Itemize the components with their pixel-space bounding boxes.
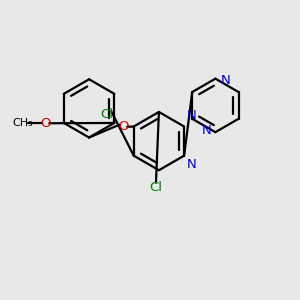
Text: CH₃: CH₃ — [12, 118, 33, 128]
Text: Cl: Cl — [149, 181, 162, 194]
Text: N: N — [202, 124, 211, 137]
Text: N: N — [187, 109, 196, 122]
Text: N: N — [187, 158, 196, 171]
Text: O: O — [40, 117, 51, 130]
Text: Cl: Cl — [100, 108, 113, 121]
Text: N: N — [221, 74, 231, 87]
Text: O: O — [118, 120, 128, 133]
